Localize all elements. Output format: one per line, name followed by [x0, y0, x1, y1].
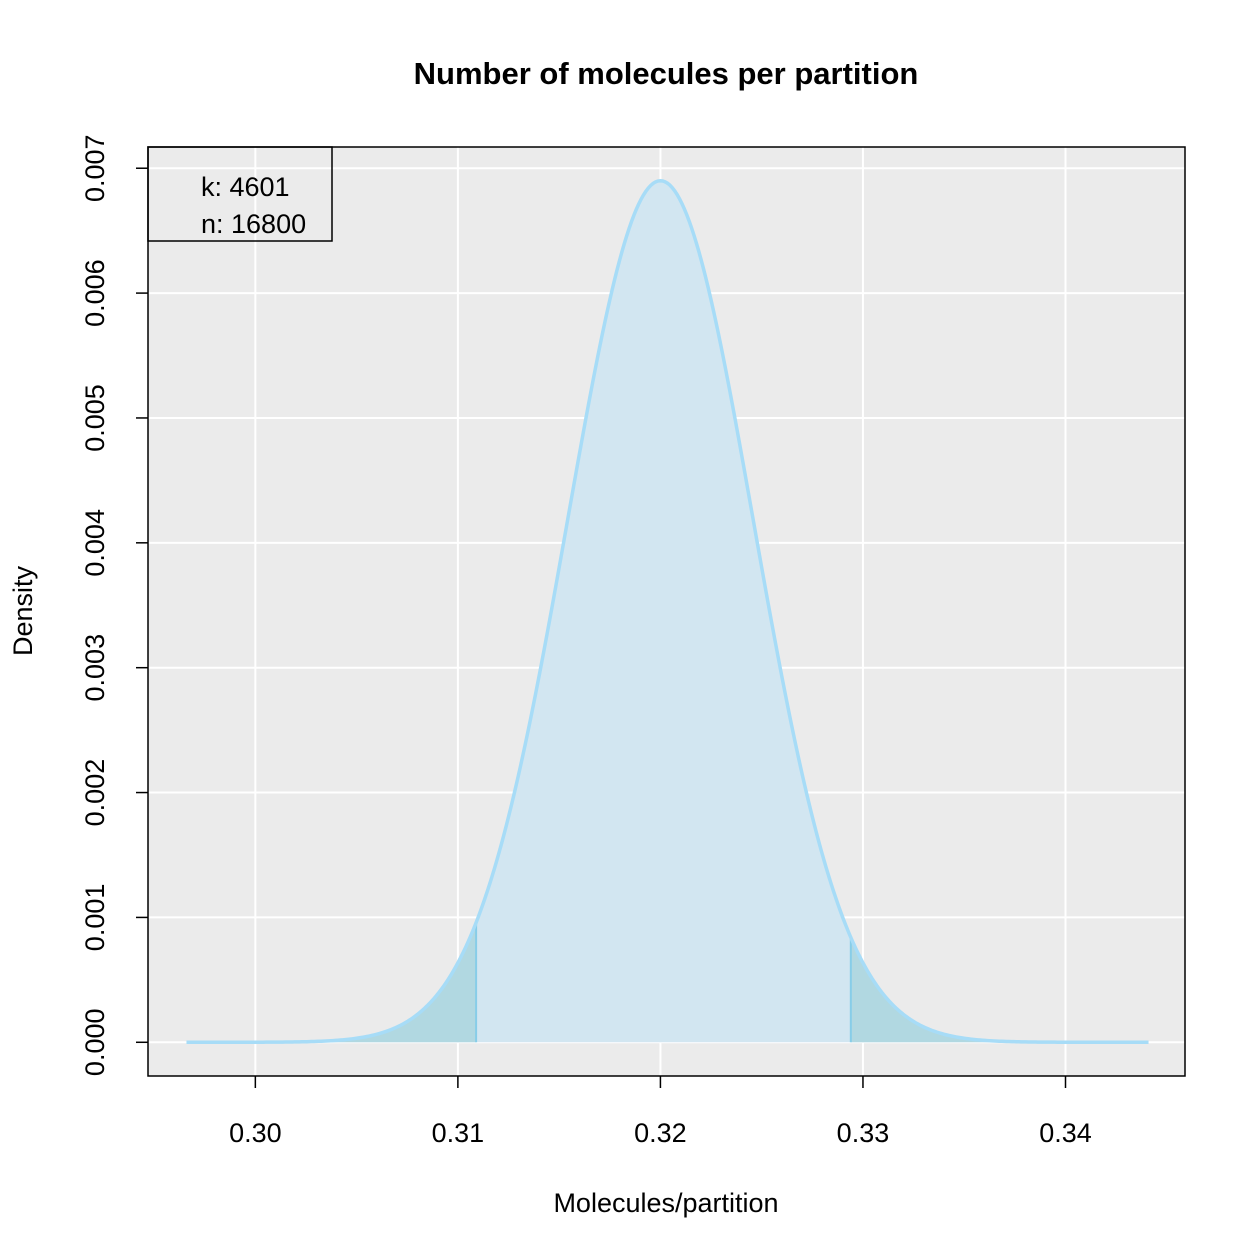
x-tick-label-1: 0.31 [432, 1118, 485, 1148]
y-axis: 0.000 0.001 0.002 0.003 0.004 0.005 0.006 0.007 [80, 134, 148, 1076]
y-tick-label-0: 0.000 [80, 1009, 110, 1077]
y-tick-label-3: 0.003 [80, 634, 110, 702]
y-tick-label-1: 0.001 [80, 884, 110, 952]
legend-border [147, 146, 333, 242]
x-tick-label-2: 0.32 [634, 1118, 687, 1148]
y-tick-label-2: 0.002 [80, 759, 110, 827]
x-tick-label-3: 0.33 [837, 1118, 890, 1148]
chart-title: Number of molecules per partition [414, 56, 919, 91]
x-axis: 0.30 0.31 0.32 0.33 0.34 [229, 1076, 1092, 1148]
y-tick-label-4: 0.004 [80, 509, 110, 577]
y-tick-label-6: 0.006 [80, 259, 110, 327]
y-tick-label-5: 0.005 [80, 384, 110, 452]
lower-tail-fill [186, 922, 477, 1043]
x-axis-title: Molecules/partition [553, 1188, 778, 1218]
legend-k: k: 4601 [201, 172, 290, 202]
plot-frame [147, 146, 1186, 1077]
density-area [186, 178, 1149, 1045]
y-tick-label-7: 0.007 [80, 134, 110, 202]
legend-n: n: 16800 [201, 209, 306, 239]
density-curve [186, 178, 1149, 1045]
legend-box: k: 4601 n: 16800 [147, 146, 333, 242]
x-tick-label-0: 0.30 [229, 1118, 282, 1148]
y-axis-title: Density [8, 565, 38, 656]
x-tick-label-4: 0.34 [1039, 1118, 1092, 1148]
upper-tail-fill [850, 937, 1149, 1043]
density-fill [186, 180, 1149, 1043]
